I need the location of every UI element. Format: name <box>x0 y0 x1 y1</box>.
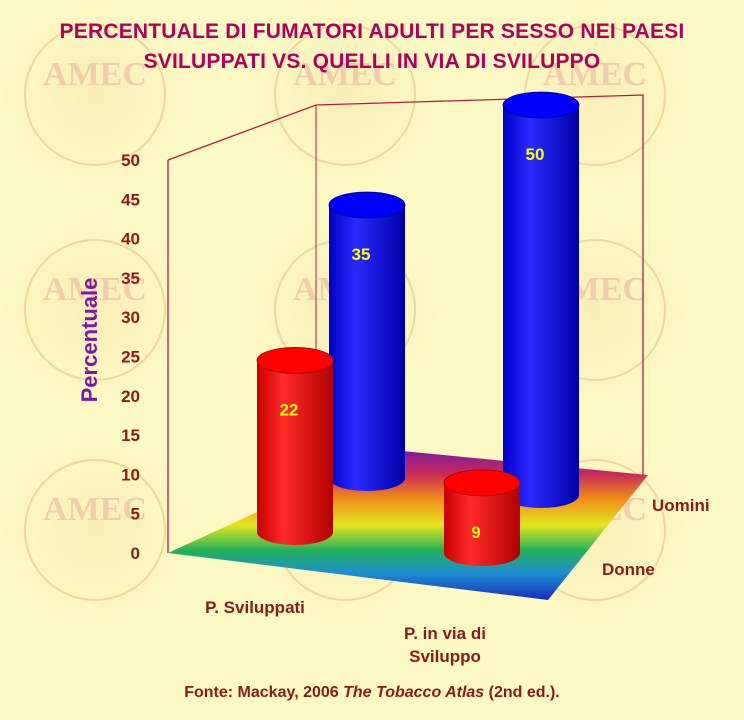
y-tick-label: 15 <box>121 426 140 445</box>
source-book-title: The Tobacco Atlas <box>343 684 485 701</box>
y-tick-label: 10 <box>121 465 140 484</box>
bar-value-label: 22 <box>280 400 299 419</box>
series-label: Donne <box>602 560 655 579</box>
bar-cylinder: 9 <box>443 469 521 566</box>
y-tick-label: 0 <box>131 544 140 563</box>
bar-value-label: 50 <box>526 145 545 164</box>
watermark-text: AMEC <box>43 56 147 93</box>
category-label-line: P. Sviluppati <box>205 598 305 617</box>
bar-body <box>329 205 405 491</box>
source-note: Fonte: Mackay, 2006 The Tobacco Atlas (2… <box>0 684 744 702</box>
bar-body <box>503 105 579 508</box>
watermark-text: AMEC <box>43 271 147 308</box>
bar-cylinder: 50 <box>502 91 580 508</box>
bar-body <box>257 360 333 545</box>
y-tick-label: 45 <box>121 190 140 209</box>
category-label: P. Sviluppati <box>190 596 320 619</box>
bar-body <box>444 482 520 566</box>
y-tick-label: 30 <box>121 308 140 327</box>
y-axis: 0 5 10 15 20 25 30 35 40 45 50 <box>121 151 140 563</box>
watermark-emblem-ring <box>274 24 416 166</box>
watermark-emblem-ring <box>24 24 166 166</box>
chart-title-line-2: SVILUPPATI VS. QUELLI IN VIA DI SVILUPPO <box>143 50 601 73</box>
series-label: Uomini <box>652 496 710 515</box>
bar-value-label: 9 <box>471 523 480 542</box>
y-axis-title: Percentuale <box>77 277 102 403</box>
y-tick-label: 20 <box>121 387 140 406</box>
category-label-line: Sviluppo <box>409 647 481 666</box>
y-tick-label: 25 <box>121 348 140 367</box>
bar-top <box>502 91 580 119</box>
source-prefix: Fonte: Mackay, 2006 <box>184 684 344 701</box>
bar-top <box>328 191 406 219</box>
bar-cylinder: 22 <box>256 346 334 545</box>
y-tick-label: 40 <box>121 230 140 249</box>
y-tick-label: 35 <box>121 269 140 288</box>
bar-cylinder: 35 <box>328 191 406 491</box>
bar-top <box>256 346 334 374</box>
watermark-emblem <box>0 215 190 405</box>
watermark-emblem-ring <box>24 239 166 381</box>
watermark-emblem <box>0 0 190 190</box>
watermark-text: AMEC <box>43 491 147 528</box>
y-tick-label: 50 <box>121 151 140 170</box>
back-wall-edge <box>167 94 644 478</box>
watermark-emblem <box>0 435 190 625</box>
watermark-emblem-ring <box>24 459 166 601</box>
y-tick-label: 5 <box>131 505 140 524</box>
bar-top <box>443 469 521 497</box>
bars-layer: 35 50 22 9 <box>256 91 580 566</box>
chart-title-line-1: PERCENTUALE DI FUMATORI ADULTI PER SESSO… <box>59 20 685 43</box>
watermark-text: AMEC <box>543 56 647 93</box>
source-suffix: (2nd ed.). <box>484 684 560 701</box>
bar-value-label: 35 <box>352 245 371 264</box>
watermark-text: AMEC <box>293 56 397 93</box>
category-label-line: P. in via di <box>404 624 486 643</box>
category-label: P. in via di Sviluppo <box>380 622 510 668</box>
watermark-emblem <box>250 0 440 190</box>
